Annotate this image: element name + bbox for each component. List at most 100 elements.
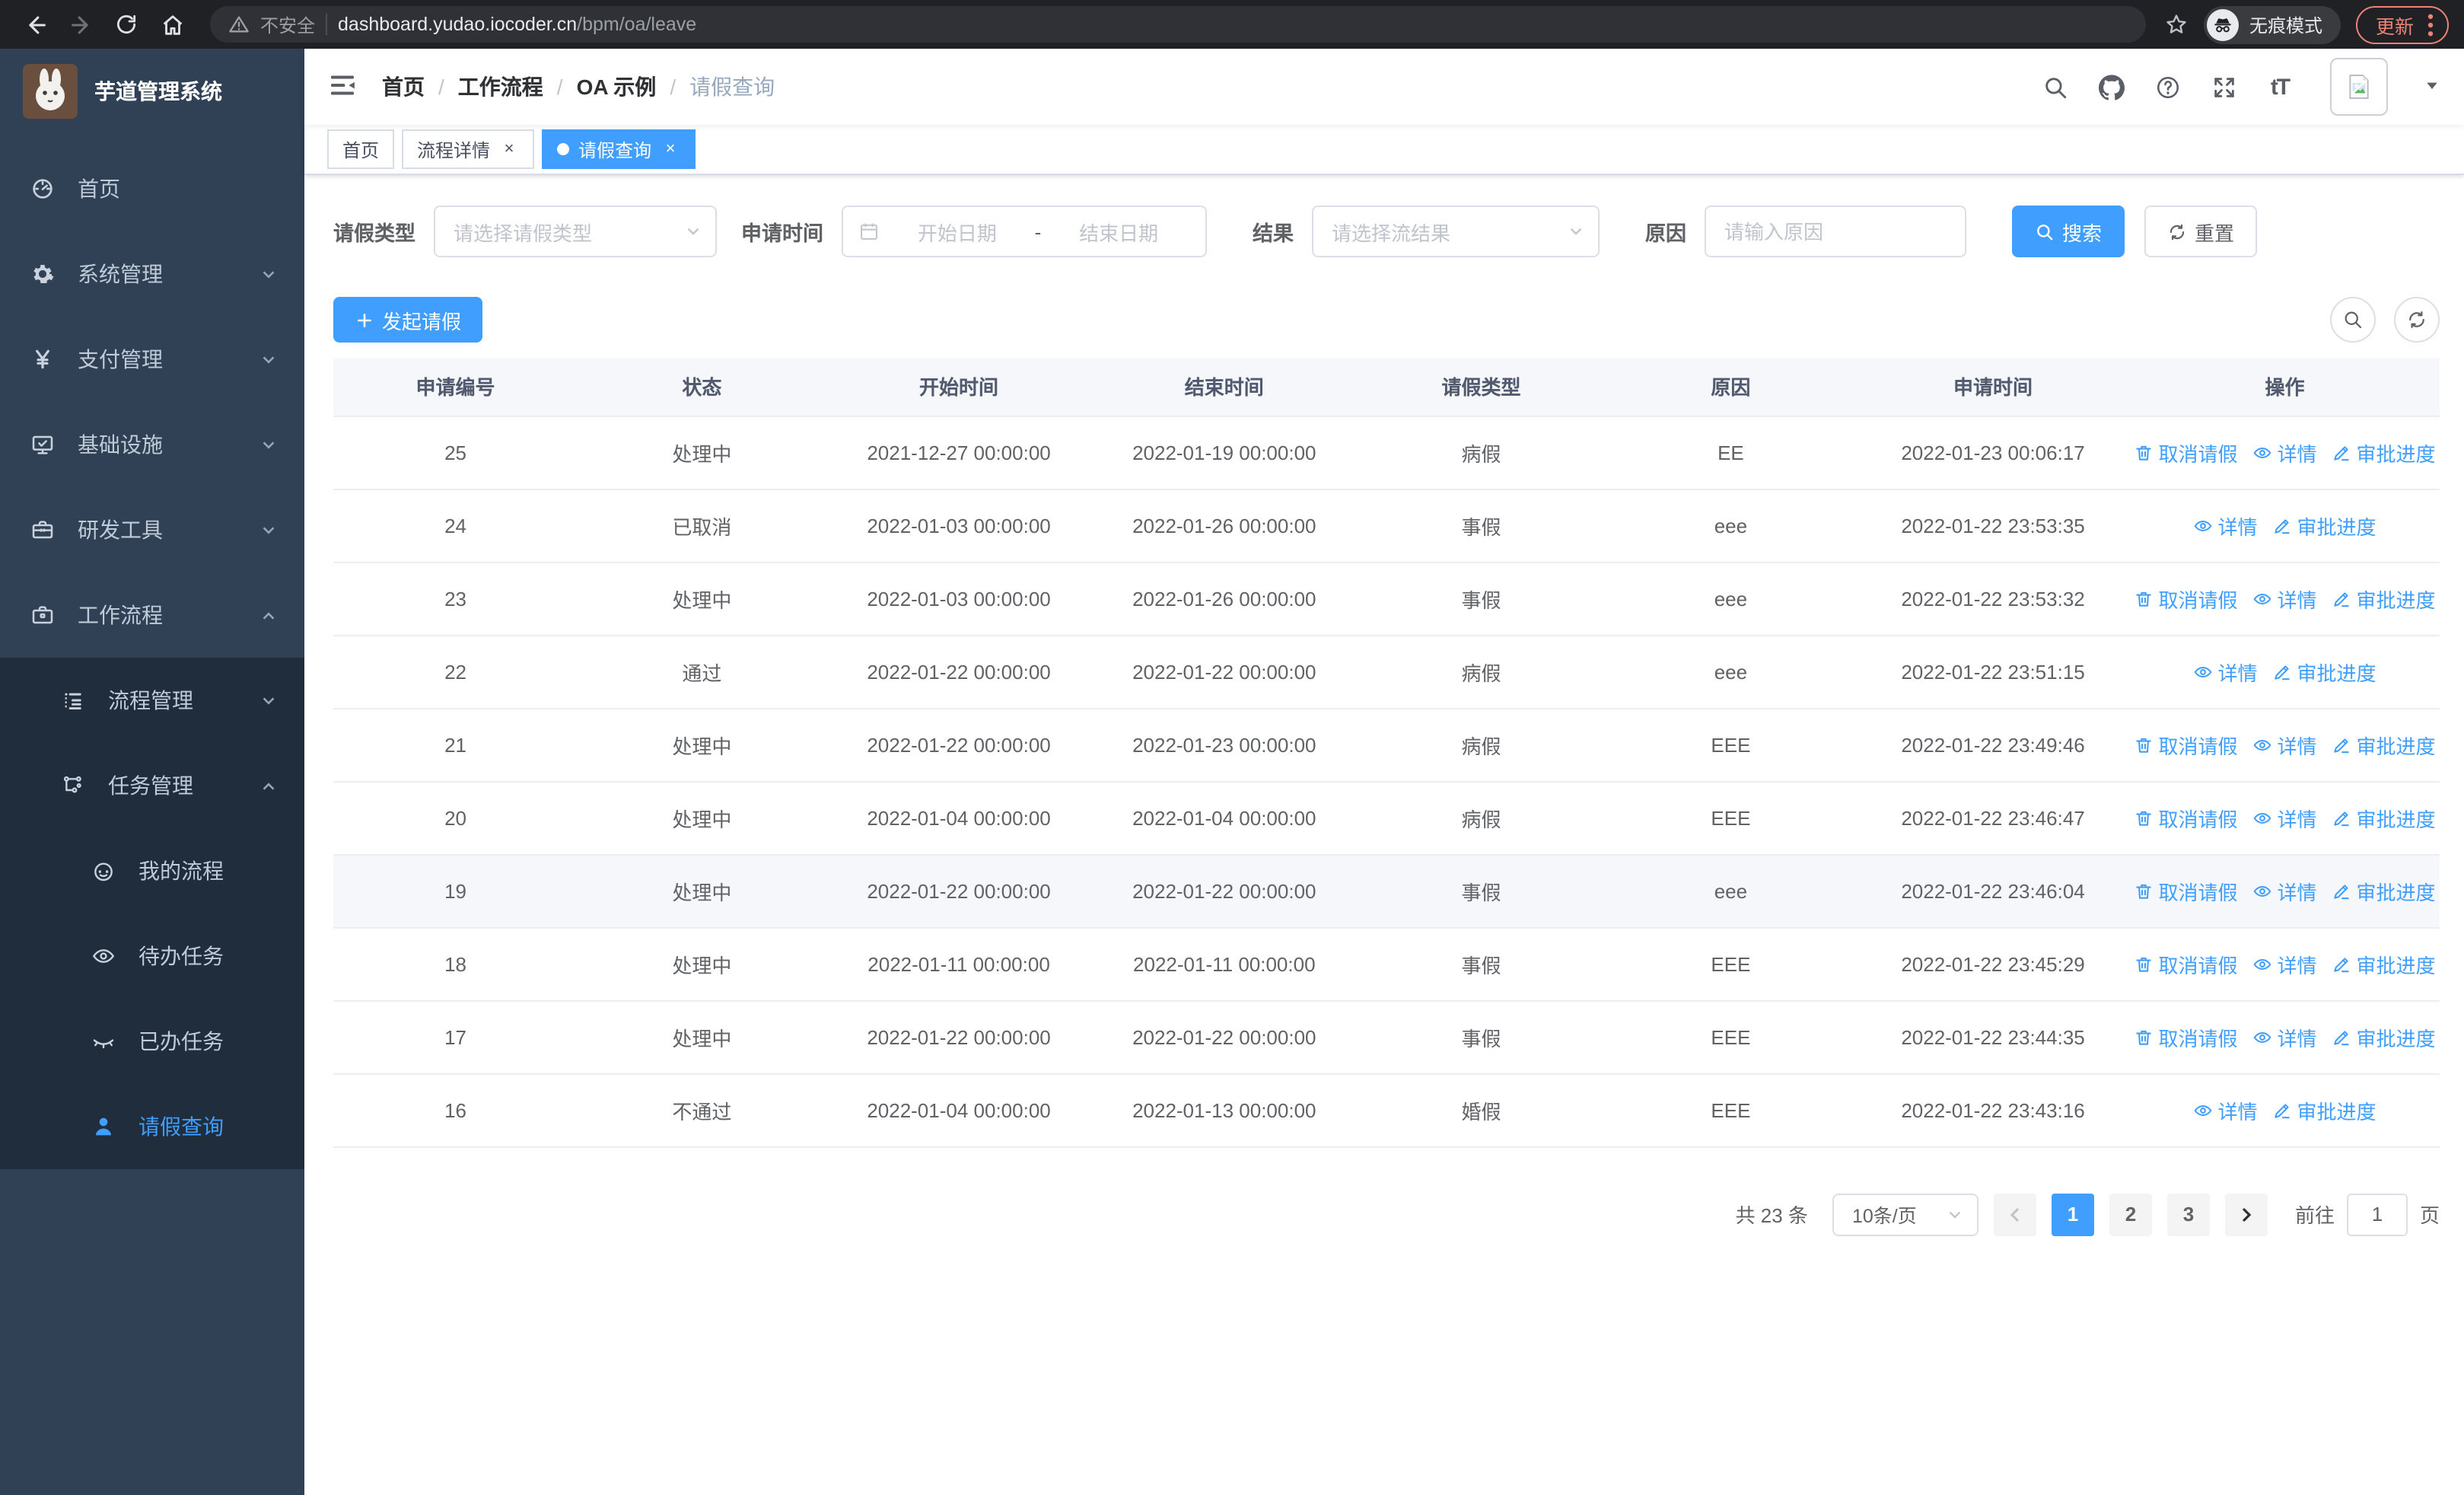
cell-end: 2022-01-26 00:00:00 [1091,489,1358,563]
update-button[interactable]: 更新 [2355,5,2449,43]
sidebar-item[interactable]: 请假查询 [0,1084,304,1169]
cancel-leave-link[interactable]: 取消请假 [2134,949,2237,978]
help-icon[interactable] [2152,72,2182,102]
progress-link[interactable]: 审批进度 [2332,1022,2436,1051]
close-tab-icon[interactable]: × [665,139,676,158]
result-select[interactable]: 请选择流结果 [1312,206,1600,257]
cell-actions: 取消请假 详情 审批进度 [2129,562,2440,636]
cancel-leave-link[interactable]: 取消请假 [2134,438,2237,467]
sidebar-item[interactable]: 任务管理 [0,743,304,828]
start-date-placeholder: 开始日期 [917,222,997,244]
forward-icon[interactable] [61,5,100,44]
tab-item[interactable]: 首页 [327,129,395,169]
cell-reason: EEE [1605,927,1857,1001]
cancel-leave-link[interactable]: 取消请假 [2134,584,2237,613]
row-actions: 取消请假 详情 审批进度 [2134,730,2436,759]
breadcrumb-item[interactable]: OA 示例 [576,75,657,99]
detail-link[interactable]: 详情 [2252,584,2317,613]
detail-link[interactable]: 详情 [2252,438,2317,467]
cell-type: 病假 [1357,708,1606,782]
page-button[interactable]: 1 [2051,1193,2094,1235]
progress-link[interactable]: 审批进度 [2272,511,2376,540]
sidebar-item[interactable]: 首页 [0,146,304,231]
tab-item[interactable]: 流程详情 × [402,129,535,169]
goto-page-input[interactable] [2346,1193,2408,1235]
close-tab-icon[interactable]: × [504,139,514,158]
detail-link[interactable]: 详情 [2252,730,2317,759]
sidebar-item[interactable]: 支付管理 [0,317,304,402]
detail-link[interactable]: 详情 [2252,1022,2317,1051]
cell-start: 2022-01-22 00:00:00 [826,854,1092,928]
table-row: 18 处理中 2022-01-11 00:00:00 2022-01-11 00:00… [333,927,2440,1001]
search-icon[interactable] [2039,72,2070,102]
progress-link-label: 审批进度 [2297,661,2376,684]
sidebar-item[interactable]: 我的流程 [0,828,304,913]
sidebar-collapse-icon[interactable] [327,70,361,104]
prev-page-button[interactable] [1993,1193,2036,1235]
refresh-table-button[interactable] [2394,297,2440,343]
chevron-down-icon [260,692,277,709]
fullscreen-icon[interactable] [2208,72,2239,102]
sidebar-item[interactable]: 工作流程 [0,572,304,658]
progress-link[interactable]: 审批进度 [2332,803,2436,832]
detail-link[interactable]: 详情 [2252,949,2317,978]
cancel-leave-link[interactable]: 取消请假 [2134,876,2237,905]
page-button[interactable]: 2 [2109,1193,2152,1235]
progress-link[interactable]: 审批进度 [2272,657,2376,686]
detail-link[interactable]: 详情 [2252,803,2317,832]
progress-link-label: 审批进度 [2356,808,2436,830]
sidebar-item[interactable]: 系统管理 [0,231,304,317]
cancel-leave-link[interactable]: 取消请假 [2134,803,2237,832]
face-icon [91,859,116,883]
app-logo[interactable]: 芋道管理系统 [0,49,304,134]
show-search-button[interactable] [2330,297,2376,343]
breadcrumb-item[interactable]: 首页 [382,75,425,99]
sidebar-item[interactable]: 流程管理 [0,658,304,743]
avatar[interactable] [2330,58,2388,116]
sidebar-item-label: 请假查询 [138,1114,224,1139]
back-icon[interactable] [15,5,55,44]
sidebar-item[interactable]: 待办任务 [0,913,304,999]
date-range-picker[interactable]: 开始日期 - 结束日期 [842,206,1207,257]
url-bar[interactable]: 不安全 dashboard.yudao.iocoder.cn/bpm/oa/le… [210,6,2146,43]
page-size-select[interactable]: 10条/页 [1832,1193,1979,1235]
cell-reason: eee [1605,854,1857,928]
caret-down-icon[interactable] [2424,73,2440,100]
github-icon[interactable] [2096,72,2126,102]
leave-type-select[interactable]: 请选择请假类型 [434,206,717,257]
cancel-leave-link[interactable]: 取消请假 [2134,730,2237,759]
progress-link[interactable]: 审批进度 [2332,584,2436,613]
cancel-leave-link[interactable]: 取消请假 [2134,1022,2237,1051]
next-page-button[interactable] [2224,1193,2268,1235]
trash-icon [2134,588,2154,608]
reason-input-wrap [1705,206,1966,257]
sidebar-item[interactable]: 研发工具 [0,487,304,572]
reload-icon[interactable] [107,5,146,44]
menu-dots-icon[interactable] [2427,13,2434,36]
reset-button[interactable]: 重置 [2144,206,2258,257]
search-button[interactable]: 搜索 [2012,206,2125,257]
detail-link[interactable]: 详情 [2193,1095,2257,1124]
progress-link[interactable]: 审批进度 [2332,876,2436,905]
create-leave-button[interactable]: 发起请假 [333,297,483,343]
progress-link[interactable]: 审批进度 [2332,730,2436,759]
detail-link[interactable]: 详情 [2252,876,2317,905]
progress-link[interactable]: 审批进度 [2332,438,2436,467]
cell-id: 21 [333,708,578,782]
chevron-down-icon [260,351,277,368]
sidebar-item[interactable]: 基础设施 [0,402,304,487]
detail-link[interactable]: 详情 [2193,511,2257,540]
font-size-icon[interactable]: tT [2270,74,2291,100]
bookmark-star-icon[interactable] [2164,12,2189,37]
page-button[interactable]: 3 [2166,1193,2210,1235]
reason-input[interactable] [1706,207,1965,256]
detail-link-label: 详情 [2277,881,2317,904]
home-icon[interactable] [152,5,192,44]
progress-link[interactable]: 审批进度 [2332,949,2436,978]
tab-active[interactable]: 请假查询 × [542,129,696,169]
sidebar-item[interactable]: 已办任务 [0,999,304,1084]
progress-link[interactable]: 审批进度 [2272,1095,2376,1124]
breadcrumb-item[interactable]: 工作流程 [457,75,543,99]
detail-link[interactable]: 详情 [2193,657,2257,686]
cell-type: 事假 [1357,927,1606,1001]
